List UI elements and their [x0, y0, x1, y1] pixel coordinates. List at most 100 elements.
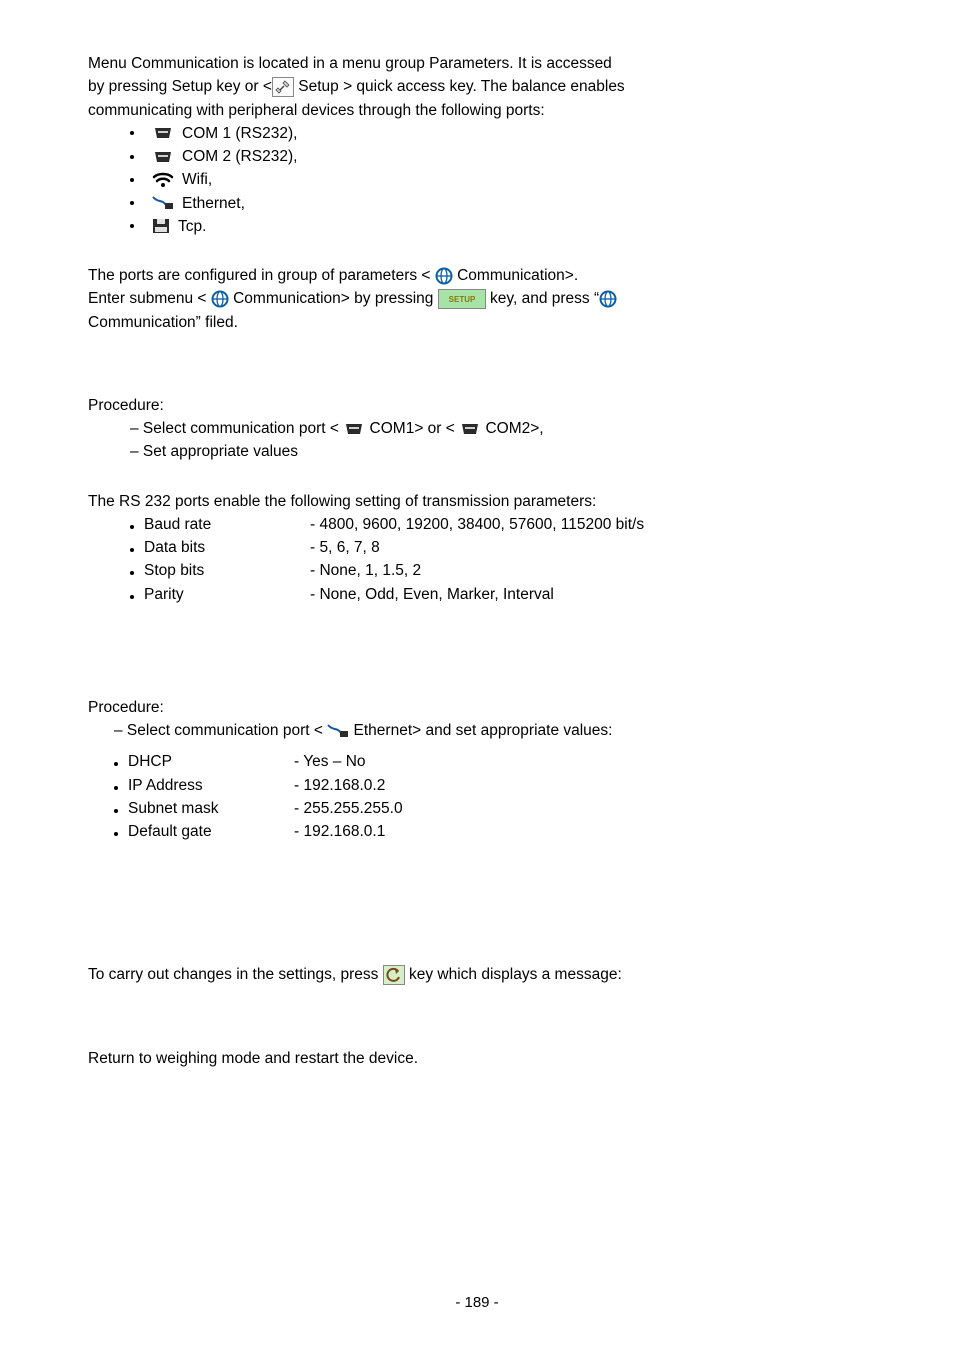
- ethernet-icon: [152, 195, 174, 211]
- bullet-icon: [130, 224, 134, 228]
- return-line: Return to weighing mode and restart the …: [88, 1047, 866, 1070]
- param-value: - None, 1, 1.5, 2: [310, 562, 421, 579]
- param-key: Subnet mask: [128, 800, 218, 817]
- param-value: - 4800, 9600, 19200, 38400, 57600, 11520…: [310, 516, 644, 533]
- ethernet-icon: [327, 723, 349, 739]
- param-key: Data bits: [144, 539, 205, 556]
- globe-icon: [211, 290, 229, 308]
- wifi-icon: [152, 171, 174, 189]
- bullet-icon: [114, 786, 118, 790]
- param-value: - Yes – No: [294, 753, 366, 770]
- text: communicating with peripheral devices th…: [88, 102, 545, 119]
- text: Procedure:: [88, 699, 164, 716]
- param-value: - 255.255.255.0: [294, 800, 403, 817]
- text: Menu Communication is located in a menu …: [88, 55, 612, 72]
- text: COM1> or <: [365, 420, 459, 437]
- globe-icon: [435, 267, 453, 285]
- group-line3: Communication” filed.: [88, 311, 866, 334]
- text: Communication> by pressing: [229, 290, 438, 307]
- param-key: Default gate: [128, 823, 212, 840]
- text: Setup > quick access key. The balance en…: [294, 78, 625, 95]
- serial-port-icon: [152, 126, 174, 140]
- list-item: Tcp.: [88, 215, 866, 238]
- page-footer: - 189 -: [0, 1292, 954, 1315]
- group-line2: Enter submenu < Communication> by pressi…: [88, 287, 866, 310]
- text: Communication>.: [453, 267, 578, 284]
- bullet-icon: [130, 571, 134, 575]
- list-item: COM 1 (RS232),: [88, 122, 866, 145]
- page-number: - 189 -: [455, 1294, 498, 1311]
- text: Tcp.: [178, 215, 206, 238]
- bullet-icon: [114, 832, 118, 836]
- intro-line3: communicating with peripheral devices th…: [88, 99, 866, 122]
- text: Return to weighing mode and restart the …: [88, 1050, 418, 1067]
- text: COM 2 (RS232),: [182, 145, 297, 168]
- table-row: Parity - None, Odd, Even, Marker, Interv…: [88, 583, 644, 606]
- table-row: Baud rate - 4800, 9600, 19200, 38400, 57…: [88, 513, 644, 536]
- bullet-icon: [130, 548, 134, 552]
- back-key-icon: [383, 965, 405, 985]
- procedure-title: Procedure:: [88, 696, 866, 719]
- table-row: Stop bits - None, 1, 1.5, 2: [88, 559, 644, 582]
- param-value: - 192.168.0.1: [294, 823, 385, 840]
- list-item: Ethernet,: [88, 192, 866, 215]
- bullet-icon: [130, 201, 134, 205]
- bullet-icon: [130, 131, 134, 135]
- param-value: - 5, 6, 7, 8: [310, 539, 380, 556]
- list-item: COM 2 (RS232),: [88, 145, 866, 168]
- serial-port-icon: [459, 422, 481, 436]
- text: COM 1 (RS232),: [182, 122, 297, 145]
- table-row: Default gate - 192.168.0.1: [72, 820, 403, 843]
- text: The ports are configured in group of par…: [88, 267, 435, 284]
- disk-icon: [152, 218, 170, 234]
- text: Ethernet> and set appropriate values:: [349, 722, 612, 739]
- bullet-icon: [114, 762, 118, 766]
- list-item: Wifi,: [88, 168, 866, 191]
- procedure-item: – Select communication port < COM1> or <…: [88, 417, 866, 440]
- text: by pressing Setup key or <: [88, 78, 272, 95]
- text: Communication” filed.: [88, 314, 238, 331]
- ethernet-table: DHCP - Yes – No IP Address - 192.168.0.2…: [72, 750, 403, 843]
- text: Ethernet,: [182, 192, 245, 215]
- serial-port-icon: [343, 422, 365, 436]
- setup-key-icon: SETUP: [438, 289, 486, 309]
- text: Wifi,: [182, 168, 212, 191]
- text: – Select communication port <: [114, 722, 327, 739]
- text: The RS 232 ports enable the following se…: [88, 493, 596, 510]
- table-row: Data bits - 5, 6, 7, 8: [88, 536, 644, 559]
- bullet-icon: [130, 595, 134, 599]
- param-value: - 192.168.0.2: [294, 777, 385, 794]
- text: Enter submenu <: [88, 290, 211, 307]
- text: COM2>,: [481, 420, 543, 437]
- text: To carry out changes in the settings, pr…: [88, 966, 383, 983]
- rs232-intro: The RS 232 ports enable the following se…: [88, 490, 866, 513]
- procedure-title: Procedure:: [88, 394, 866, 417]
- text: Procedure:: [88, 397, 164, 414]
- param-key: Stop bits: [144, 562, 204, 579]
- bullet-icon: [130, 155, 134, 159]
- text: key, and press “: [486, 290, 599, 307]
- intro-line2: by pressing Setup key or < Setup > quick…: [88, 75, 866, 98]
- table-row: IP Address - 192.168.0.2: [72, 774, 403, 797]
- serial-port-icon: [152, 150, 174, 164]
- param-key: DHCP: [128, 753, 172, 770]
- procedure-item: – Select communication port < Ethernet> …: [88, 719, 866, 742]
- bullet-icon: [130, 525, 134, 529]
- param-key: Baud rate: [144, 516, 211, 533]
- bullet-icon: [114, 809, 118, 813]
- setup-label: SETUP: [448, 295, 475, 304]
- tools-icon: [272, 77, 294, 97]
- globe-icon: [599, 290, 617, 308]
- text: – Set appropriate values: [130, 443, 298, 460]
- procedure-item: – Set appropriate values: [88, 440, 866, 463]
- rs232-table: Baud rate - 4800, 9600, 19200, 38400, 57…: [88, 513, 644, 606]
- param-key: IP Address: [128, 777, 203, 794]
- table-row: DHCP - Yes – No: [72, 750, 403, 773]
- carry-line: To carry out changes in the settings, pr…: [88, 963, 866, 986]
- table-row: Subnet mask - 255.255.255.0: [72, 797, 403, 820]
- bullet-icon: [130, 178, 134, 182]
- text: key which displays a message:: [405, 966, 622, 983]
- text: – Select communication port <: [130, 420, 343, 437]
- param-key: Parity: [144, 586, 184, 603]
- group-line1: The ports are configured in group of par…: [88, 264, 866, 287]
